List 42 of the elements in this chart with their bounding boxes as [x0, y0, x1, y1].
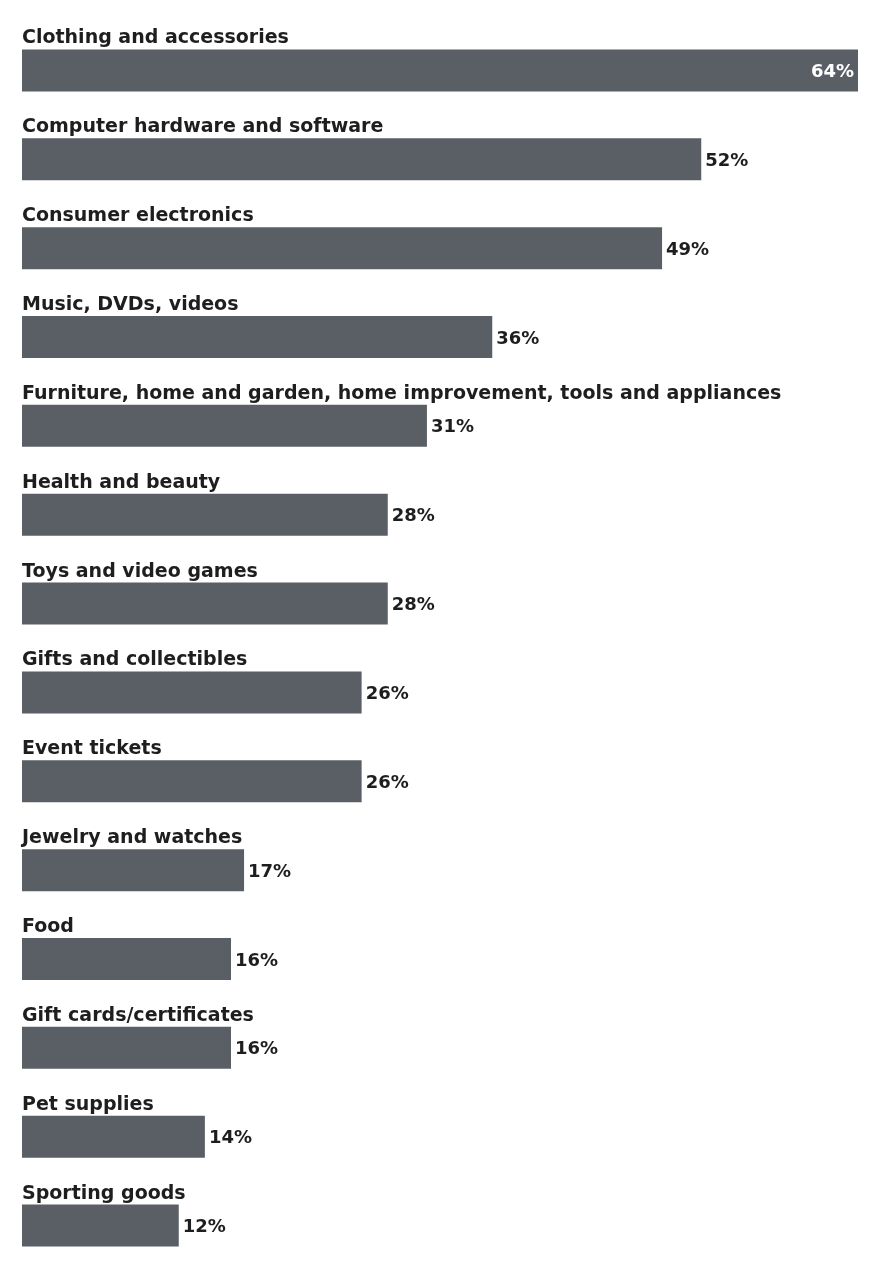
data-label: 12%	[182, 1215, 226, 1237]
data-label: 49%	[666, 237, 710, 259]
data-label: 64%	[810, 59, 854, 81]
y-tick-label: Pet supplies	[22, 1091, 154, 1114]
data-label: 16%	[235, 948, 279, 970]
data-label: 26%	[365, 681, 409, 703]
y-tick-label: Event tickets	[22, 736, 162, 759]
bar	[22, 938, 231, 980]
data-label: 26%	[365, 770, 409, 792]
data-label: 14%	[208, 1126, 252, 1148]
bar	[22, 849, 245, 892]
y-tick-label: Clothing and accessories	[22, 25, 289, 48]
y-tick-label: Consumer electronics	[22, 203, 254, 226]
bar	[22, 138, 702, 181]
bar	[22, 316, 493, 358]
bar	[22, 582, 388, 625]
bar	[22, 1204, 179, 1247]
y-tick-label: Furniture, home and garden, home improvement, tools and appliances	[22, 380, 782, 403]
bar	[22, 404, 427, 447]
y-tick-label: Computer hardware and software	[22, 114, 384, 137]
y-tick-label: Health and beauty	[22, 469, 221, 492]
bar	[22, 671, 362, 714]
data-label: 16%	[235, 1037, 279, 1059]
bar	[22, 760, 362, 803]
data-label: 31%	[430, 415, 475, 437]
y-tick-label: Sporting goods	[22, 1180, 186, 1203]
bar	[22, 493, 388, 536]
bar	[22, 227, 663, 270]
y-tick-label: Gift cards/certificates	[22, 1002, 254, 1025]
data-label: 28%	[391, 593, 435, 615]
y-tick-label: Jewelry and watches	[20, 825, 243, 848]
data-label: 52%	[705, 148, 749, 170]
y-tick-label: Toys and video games	[22, 558, 258, 581]
y-tick-label: Gifts and collectibles	[22, 647, 248, 670]
y-tick-label: Music, DVDs, videos	[22, 292, 239, 314]
data-label: 36%	[496, 326, 540, 348]
bar	[22, 1026, 231, 1069]
bar	[22, 1115, 205, 1158]
data-label: 17%	[248, 859, 292, 881]
data-label: 28%	[391, 504, 435, 526]
bar	[22, 49, 858, 92]
y-tick-label: Food	[22, 914, 74, 936]
